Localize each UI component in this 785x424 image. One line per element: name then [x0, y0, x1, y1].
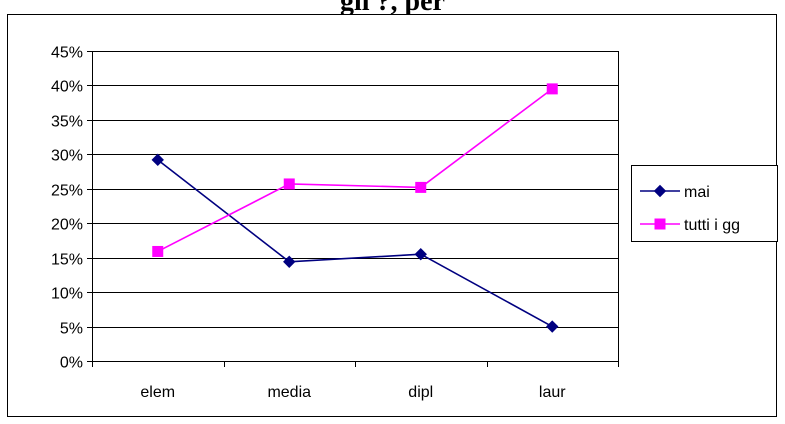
y-tick-label: 5%: [60, 321, 83, 338]
x-axis-tick-labels: elem media dipl laur: [140, 384, 566, 401]
series-line: [157, 159, 553, 328]
x-tick-label: laur: [539, 384, 566, 401]
y-tick-label: 20%: [51, 217, 83, 234]
legend-label: mai: [684, 184, 710, 201]
y-axis-tick-labels: 0% 5% 10% 15% 20% 25% 30% 35% 40% 45%: [51, 45, 83, 372]
data-point: [414, 248, 427, 261]
data-point: [546, 320, 559, 333]
y-tick-label: 30%: [51, 148, 83, 165]
chart-title: gli ?, per: [340, 0, 445, 17]
series-line: [157, 88, 553, 253]
y-tick-label: 45%: [51, 45, 83, 62]
legend-label: tutti i gg: [684, 217, 740, 234]
axes: [87, 51, 619, 367]
data-point: [283, 178, 295, 190]
x-tick-label: elem: [140, 384, 175, 401]
series-markers: [151, 83, 559, 333]
y-tick-label: 0%: [60, 355, 83, 372]
x-tick-label: media: [267, 384, 311, 401]
data-point: [151, 153, 164, 167]
y-tick-label: 35%: [51, 114, 83, 131]
data-point: [152, 245, 164, 257]
legend: mai tutti i gg: [640, 184, 740, 234]
series-lines: [157, 88, 553, 328]
y-tick-label: 25%: [51, 183, 83, 200]
data-point: [546, 83, 558, 95]
plot-area: [92, 51, 618, 361]
legend-swatch-marker: [654, 218, 666, 230]
y-tick-label: 10%: [51, 286, 83, 303]
data-point: [283, 255, 296, 269]
y-tick-label: 15%: [51, 252, 83, 269]
x-tick-label: dipl: [408, 384, 433, 401]
legend-swatch-marker: [653, 184, 667, 198]
y-tick-label: 40%: [51, 79, 83, 96]
data-point: [415, 181, 427, 193]
